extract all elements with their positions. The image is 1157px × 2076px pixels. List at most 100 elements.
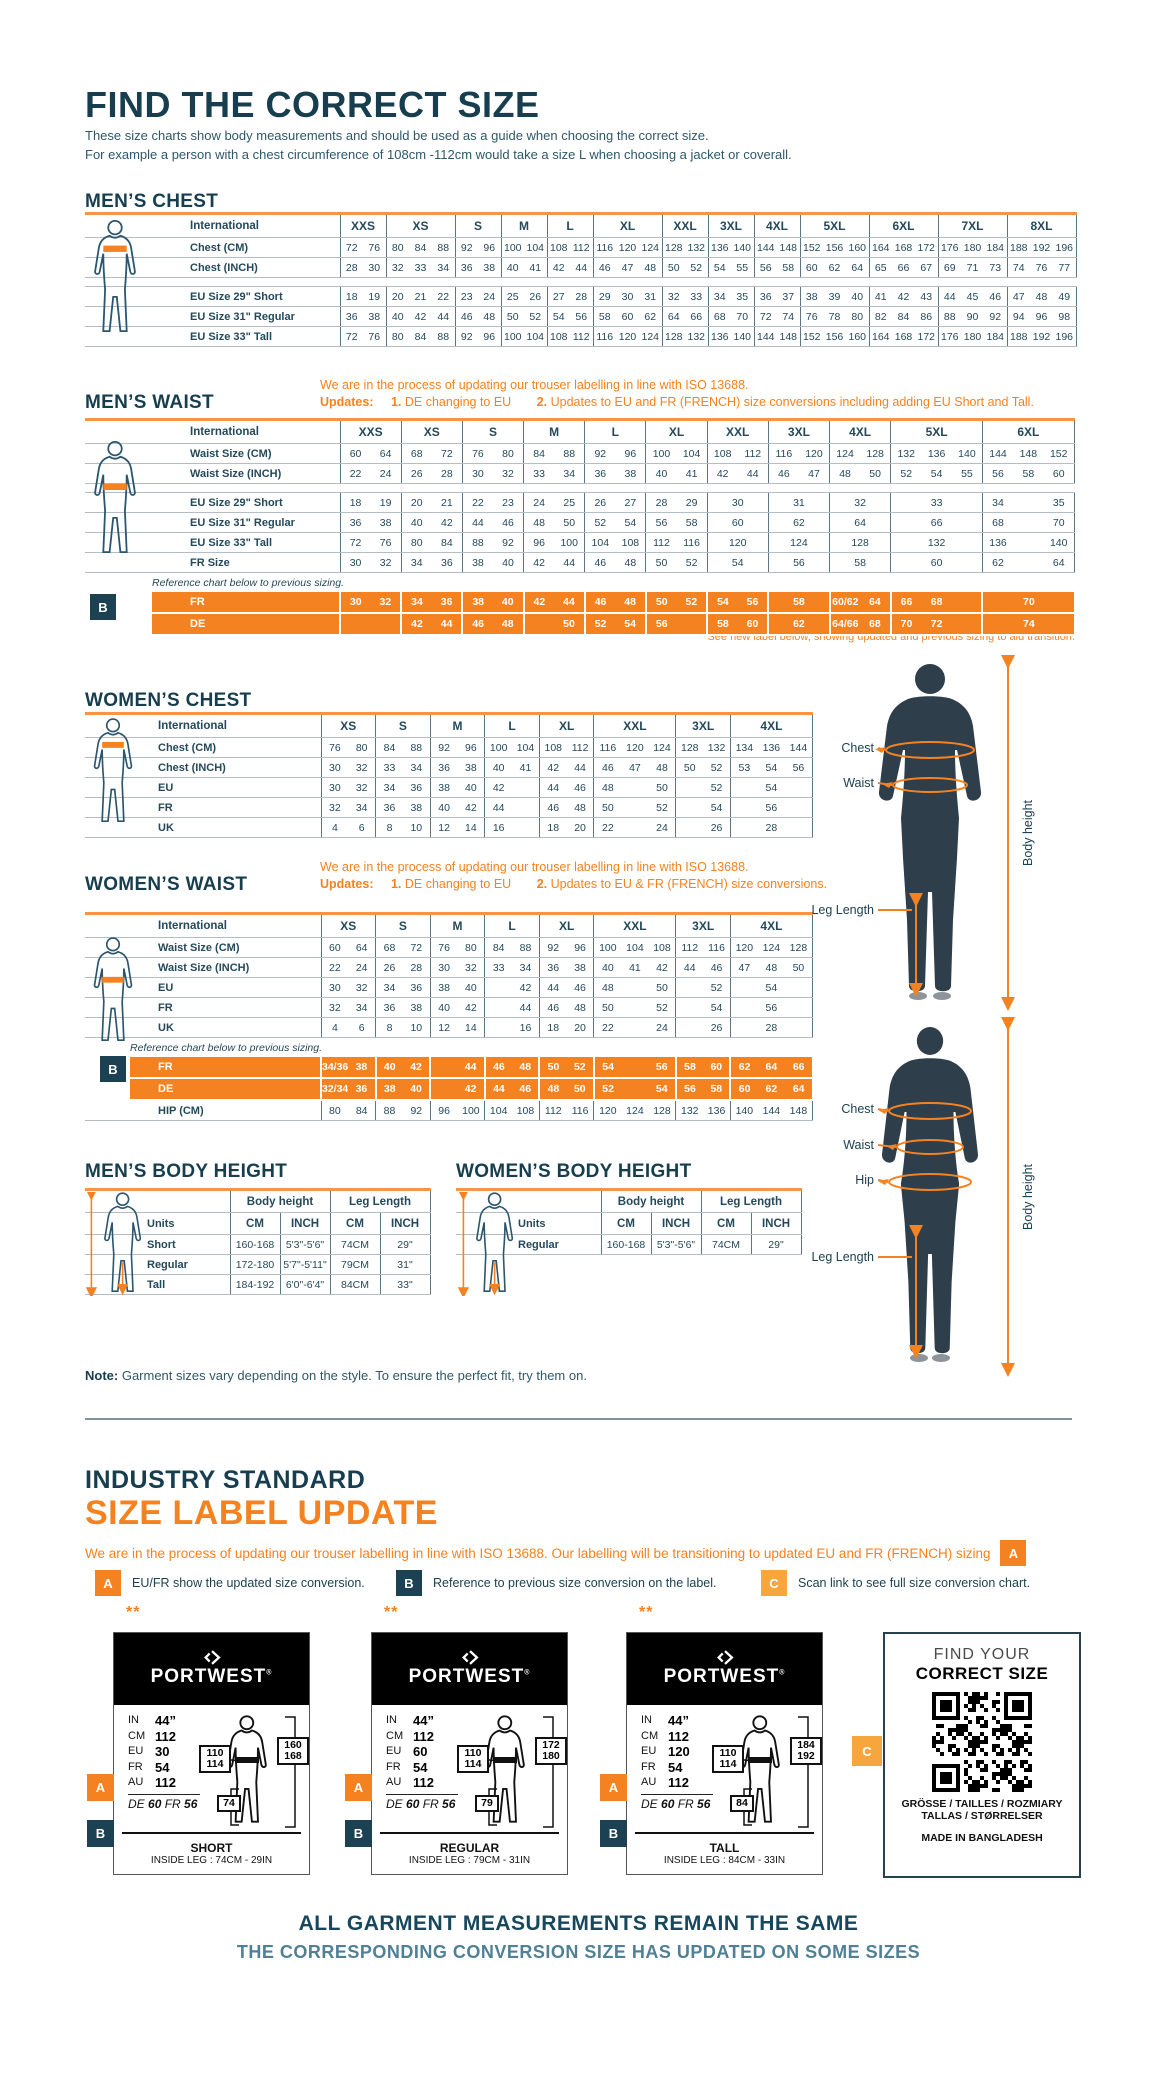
update-note-line1: We are in the process of updating our tr… xyxy=(320,378,749,392)
table-cell: 72 xyxy=(753,306,777,327)
table-cell: 28 xyxy=(729,817,813,838)
table-cell: 42 xyxy=(402,1057,431,1079)
reference-note: Reference chart below to previous sizing… xyxy=(130,1041,323,1054)
table-cell: 96 xyxy=(566,937,594,958)
a-badge: A xyxy=(1000,1540,1027,1566)
table-cell xyxy=(1013,552,1044,573)
update-2-num: 2. xyxy=(536,877,548,891)
table-cell: 29" xyxy=(750,1234,802,1255)
size-header: XS xyxy=(385,213,455,238)
table-cell: 90 xyxy=(961,306,984,327)
table-cell: 44 xyxy=(538,777,567,798)
measurement-annotations xyxy=(877,1017,1015,1377)
waist-band xyxy=(103,483,127,490)
table-cell: 112 xyxy=(538,1100,567,1121)
table-cell: 46 xyxy=(767,463,799,484)
table-cell: 36 xyxy=(431,552,463,573)
table-cell: 37 xyxy=(777,286,800,307)
table-cell xyxy=(951,613,983,636)
figure-diagram: 110 114 184 192 84 xyxy=(712,1709,822,1839)
table-cell: 124 xyxy=(639,326,662,347)
table-cell: 50 xyxy=(644,592,677,614)
table-cell: 144 xyxy=(981,443,1014,464)
update-1-text: DE changing to EU xyxy=(404,877,512,891)
table-cell: 67 xyxy=(915,257,938,278)
size-label-card: PORTWEST® IN 44” CM 112 EU 30 FR 54 AU 112 DE 60 FR… xyxy=(87,1632,310,1875)
table-cell: 27 xyxy=(546,286,570,307)
size-header: XS xyxy=(320,713,376,738)
group-header: Leg Length xyxy=(329,1189,431,1213)
table-row: EU Size 29" Short 18 19 20 21 22 23 24 25 26 27 28 2… xyxy=(85,286,1077,307)
table-cell: 23 xyxy=(454,286,478,307)
table-cell: 29 xyxy=(676,492,708,513)
table-cell xyxy=(675,1017,704,1038)
table-cell: 60 xyxy=(706,512,769,533)
table-cell: 20 xyxy=(566,817,594,838)
table-cell: 35 xyxy=(731,286,754,307)
table-cell: 47 xyxy=(798,463,830,484)
size-header: 7XL xyxy=(937,213,1007,238)
label-footer: SHORT INSIDE LEG : 74CM - 29IN xyxy=(114,1841,309,1866)
table-cell: 50 xyxy=(554,613,585,636)
table-cell: 46 xyxy=(566,777,594,798)
table-cell: 64 xyxy=(785,1078,813,1101)
table-cell: 50 xyxy=(661,257,685,278)
table-cell: 112 xyxy=(570,326,593,347)
table-cell: 74 xyxy=(981,613,1075,636)
table-cell: 52 xyxy=(648,797,676,818)
size-header: XS xyxy=(400,419,463,444)
reference-note-row: Reference chart below to previous sizing… xyxy=(85,1038,812,1058)
leg-measure-box: 79 xyxy=(475,1795,499,1812)
table-cell: 60 xyxy=(729,1078,758,1101)
table-cell: 14 xyxy=(457,1017,485,1038)
table-cell: 33" xyxy=(379,1274,431,1295)
update-paragraph-text: We are in the process of updating our tr… xyxy=(85,1545,991,1561)
spacer-row xyxy=(85,483,1075,493)
table-cell: 54 xyxy=(921,463,952,484)
table-cell: 40 xyxy=(484,757,513,778)
table-cell xyxy=(951,592,983,614)
size-row: CM 112 xyxy=(386,1729,567,1745)
table-cell: 18 xyxy=(339,286,363,307)
size-system-label: AU xyxy=(128,1776,144,1788)
table-row: FR 32 34 36 38 40 42 44 46 48 50 52 54 56 xyxy=(85,997,813,1018)
icon-column-cell xyxy=(85,913,130,938)
table-cell: 128 xyxy=(661,237,685,258)
table-cell: 84 xyxy=(523,443,555,464)
table-cell: 31 xyxy=(767,492,830,513)
row-label: DE xyxy=(152,613,340,636)
height-measure-box: 160 168 xyxy=(277,1737,309,1765)
table-cell: 40 xyxy=(645,463,677,484)
de-fr-line: DE 60 FR 56 xyxy=(386,1796,456,1811)
table-cell: 48 xyxy=(523,512,555,533)
portwest-logo: PORTWEST® xyxy=(114,1633,309,1705)
table-cell: 60 xyxy=(737,613,769,636)
table-cell: 32 xyxy=(370,552,402,573)
table-row: EU Size 29" Short 18 19 20 21 22 23 24 25 26 27 28 2… xyxy=(85,492,1075,513)
table-cell: 104 xyxy=(524,326,547,347)
waist-label: Waist xyxy=(843,1138,874,1152)
table-cell xyxy=(621,817,649,838)
update-1-num: 1. xyxy=(390,877,402,891)
mens-chest-heading: MEN’S CHEST xyxy=(85,191,219,212)
qr-code[interactable] xyxy=(932,1692,1032,1792)
icon-column-cell xyxy=(85,492,152,513)
table-cell: 66 xyxy=(785,1057,813,1079)
table-cell: 54 xyxy=(703,997,731,1018)
table-cell: 44 xyxy=(566,757,594,778)
table-cell: 12 xyxy=(429,817,458,838)
portwest-logo-text: PORTWEST® xyxy=(408,1666,531,1687)
table-cell: 30 xyxy=(320,757,349,778)
table-header-row: Body height Leg Length xyxy=(456,1189,802,1213)
table-cell: 58 xyxy=(703,1078,731,1101)
row-label: Chest (INCH) xyxy=(152,257,340,278)
table-cell: 64 xyxy=(757,1057,786,1079)
table-cell: 156 xyxy=(823,326,846,347)
row-label: EU Size 31" Regular xyxy=(152,512,340,533)
table-header-row: International XS S M L XL XXL 3XL 4XL xyxy=(85,913,813,938)
table-cell: 116 xyxy=(566,1100,594,1121)
table-cell: 54 xyxy=(703,797,731,818)
table-cell: 100 xyxy=(645,443,677,464)
table-cell: 108 xyxy=(615,532,646,553)
mens-waist-heading: MEN’S WAIST xyxy=(85,392,214,413)
